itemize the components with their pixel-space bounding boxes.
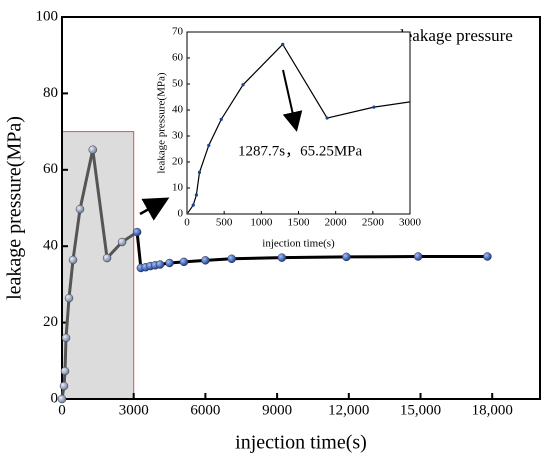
data-point [227,254,236,264]
data-point [201,256,210,265]
y-tick-label: 60 [43,161,58,177]
y-tick-label: 80 [43,85,58,101]
x-tick-label: 1500 [288,216,311,228]
x-tick-label: 6000 [190,402,220,418]
data-point [88,145,98,154]
data-point [132,227,142,237]
main-plot: 0 3000 6000 9000 12,000 15,000 18,000020406080… [4,8,541,454]
data-point [59,381,69,391]
clip-group [187,42,422,214]
x-tick-label: 12,000 [328,402,369,418]
data-point [241,83,245,87]
x-tick-label: 3000 [399,216,422,228]
data-point [281,42,285,46]
data-point [102,253,112,263]
x-tick-label: 3000 [119,402,149,418]
x-tick-label: 0 [58,402,66,418]
data-point [207,143,211,147]
data-point [187,212,189,214]
data-point [277,253,287,262]
data-point [372,105,376,109]
data-point [325,116,329,120]
y-tick-label: 30 [172,130,184,142]
data-point [342,252,351,262]
data-point [75,204,85,214]
inset-plot: 0 500 1000 1500 2000 2500 3000 0 10 20 30 40 50 60 70 i… [156,26,422,250]
y-tick-label: 60 [172,52,184,64]
data-point [155,260,165,269]
x-axis-label: injection time(s) [235,432,367,454]
x-tick-label: 2000 [325,216,348,228]
y-tick-label: 20 [172,156,184,168]
arrow [282,69,303,132]
x-tick-label: 15,000 [400,402,441,418]
data-point [57,394,67,404]
frame [61,16,541,400]
inset-bg [187,32,410,214]
data-point [61,333,71,343]
data-point [191,203,195,207]
data-point [64,293,74,303]
data-point [483,252,492,261]
data-point [197,170,202,174]
y-tick-label: 70 [172,26,184,38]
y-tick-label: 20 [43,314,58,330]
data-point [179,257,189,267]
data-point [419,99,422,102]
y-tick-label: 50 [172,78,184,90]
data-point [194,193,198,197]
y-axis-label: leakage pressure(MPa) [156,72,168,173]
annotation: 1287.7s，65.25MPa [238,143,363,159]
x-axis-label: injection time(s) [262,238,335,250]
x-tick-label: 500 [216,216,233,228]
x-tick-label: 9000 [262,402,292,418]
x-tick-label: 0 [184,216,190,228]
data-point [413,252,423,261]
data-point [68,255,78,265]
y-tick-label: 0 [178,208,184,220]
y-tick-label: 40 [172,104,184,116]
y-tick-label: 100 [36,8,59,24]
data-point [117,237,127,247]
data-point [219,117,223,121]
x-tick-label: 2500 [362,216,385,228]
y-tick-label: 10 [172,182,184,194]
data-point [60,366,70,376]
arrow [139,197,170,221]
x-tick-label: 1000 [250,216,273,228]
y-tick-label: 40 [43,238,58,254]
legend-label: leakage pressure [400,26,513,45]
y-tick-label: 0 [51,390,59,406]
data-point [165,258,174,268]
y-axis-label: leakage pressure(MPa) [4,116,26,300]
x-tick-label: 18,000 [472,402,513,418]
